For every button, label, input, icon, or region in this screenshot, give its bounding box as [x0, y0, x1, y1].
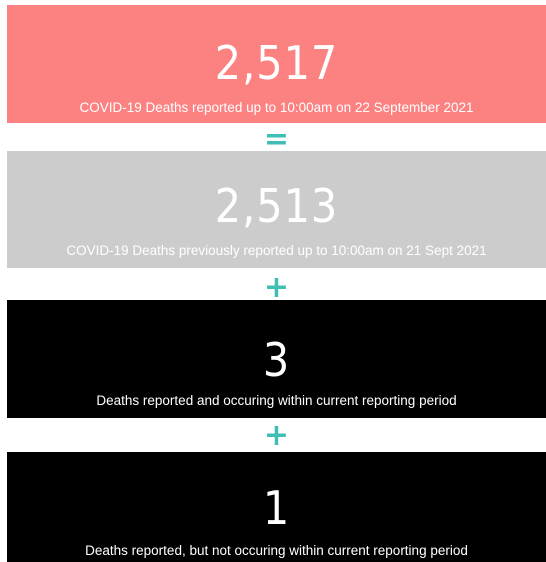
current-value: 3: [262, 333, 291, 387]
operator: +: [263, 270, 290, 305]
previous-caption: COVID-19 Deaths previously reported up t…: [66, 243, 487, 258]
total-card: 2,517 COVID-19 Deaths reported up to 10:…: [7, 5, 546, 123]
total-caption: COVID-19 Deaths reported up to 10:00am o…: [79, 100, 474, 115]
current-caption: Deaths reported and occuring within curr…: [96, 393, 457, 408]
operator: +: [263, 418, 290, 453]
other-card: 1 Deaths reported, but not occuring with…: [7, 452, 546, 562]
current-card: 3 Deaths reported and occuring within cu…: [7, 300, 546, 418]
total-value: 2,517: [214, 36, 339, 90]
other-value: 1: [262, 481, 291, 535]
operator: =: [263, 122, 290, 157]
previous-card: 2,513 COVID-19 Deaths previously reporte…: [7, 151, 546, 268]
other-caption: Deaths reported, but not occuring within…: [85, 543, 468, 558]
previous-value: 2,513: [214, 179, 339, 233]
